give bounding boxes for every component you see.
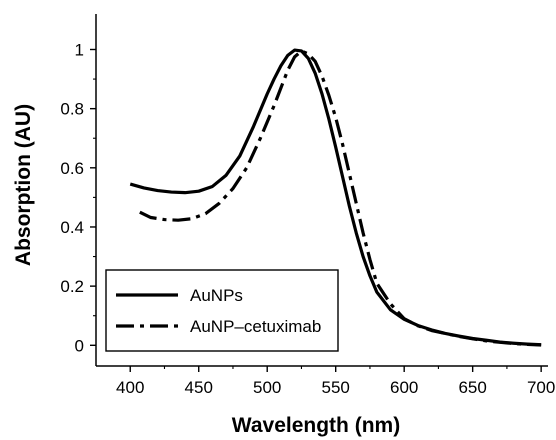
x-tick-label: 450 [185,378,213,397]
legend-label-aunp-cetuximab: AuNP–cetuximab [190,317,321,336]
x-tick-label: 600 [390,378,418,397]
y-tick-label: 0.8 [60,100,84,119]
x-tick-label: 400 [116,378,144,397]
y-tick-label: 0.4 [60,218,84,237]
y-axis-title: Absorption (AU) [12,104,35,266]
y-axis-ticks: 0 0.2 0.4 0.6 0.8 1 [60,40,96,355]
x-axis-title: Wavelength (nm) [232,414,400,437]
x-tick-label: 700 [527,378,555,397]
x-tick-label: 550 [322,378,350,397]
plot-area: 400 450 500 550 600 650 700 0 0.2 0.4 0.6 0.8 1 [60,14,555,397]
legend: AuNPs AuNP–cetuximab [105,269,339,352]
series-line-aunps [129,48,542,347]
legend-box [105,269,339,352]
x-axis-ticks: 400 450 500 550 600 650 700 [116,366,555,397]
y-tick-label: 0.2 [60,277,84,296]
series-lines [129,48,542,347]
legend-label-aunps: AuNPs [190,286,243,305]
y-tick-label: 0 [75,336,84,355]
y-tick-label: 0.6 [60,159,84,178]
y-tick-label: 1 [75,40,84,59]
x-tick-label: 650 [458,378,486,397]
x-tick-label: 500 [253,378,281,397]
